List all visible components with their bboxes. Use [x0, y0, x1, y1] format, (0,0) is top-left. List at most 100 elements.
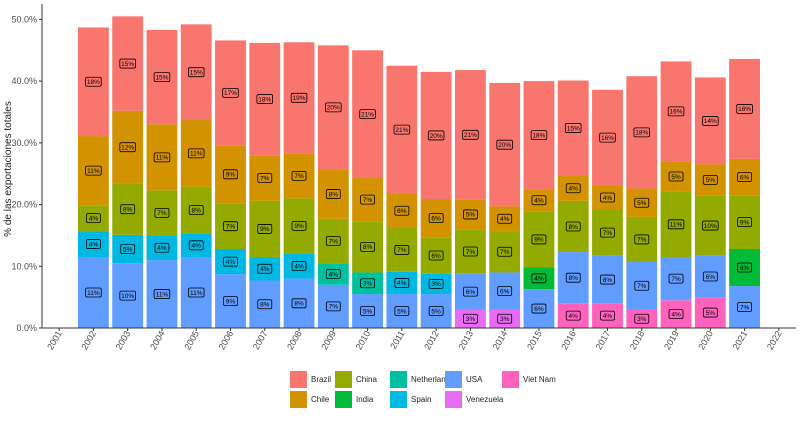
data-label-brazil-2010: 21%: [359, 109, 376, 120]
bar-segment-netherlands-2010: [352, 272, 384, 295]
bar-segment-spain-2004: [146, 235, 178, 261]
bar-segment-china-2003: [112, 183, 144, 235]
y-tick-label: 10.0%: [11, 261, 37, 271]
data-label-text: 4%: [534, 276, 544, 283]
bar-segment-chile-2019: [660, 161, 692, 192]
legend-label: Chile: [311, 395, 330, 404]
data-label-viet-nam-2018: 3%: [634, 313, 650, 324]
x-tick-label: 2011: [388, 329, 406, 351]
data-label-venezuela-2014: 3%: [497, 313, 513, 324]
data-label-box: [120, 204, 136, 215]
bar-segment-usa-2004: [146, 260, 178, 328]
data-label-text: 6%: [431, 253, 441, 260]
data-label-box: [737, 302, 752, 312]
data-label-brazil-2003: 15%: [119, 58, 136, 69]
bar-segment-china-2002: [77, 205, 109, 232]
bar-segment-viet-nam-2020: [694, 297, 726, 328]
data-label-box: [154, 208, 170, 218]
bar-segment-chile-2009: [317, 169, 349, 219]
data-label-china-2005: 8%: [188, 205, 204, 216]
data-label-brazil-2012: 20%: [427, 130, 445, 141]
data-label-usa-2011: 5%: [394, 306, 410, 316]
data-label-box: [702, 174, 718, 185]
bar-segment-spain-2002: [77, 231, 109, 258]
bar-segment-usa-2007: [249, 280, 281, 328]
bar-segment-chile-2002: [77, 136, 109, 206]
data-label-chile-2005: 11%: [187, 148, 205, 159]
data-label-box: [394, 278, 410, 288]
data-label-box: [325, 301, 341, 312]
data-label-text: 5%: [466, 212, 476, 219]
data-label-box: [463, 209, 478, 220]
data-label-china-2007: 9%: [257, 224, 273, 234]
data-label-spain-2005: 4%: [188, 240, 204, 251]
data-label-box: [291, 298, 307, 309]
x-tick-label: 2007: [251, 329, 270, 351]
data-label-china-2021: 9%: [737, 217, 752, 228]
data-label-china-2003: 8%: [120, 204, 136, 215]
bar-segment-brazil-2007: [249, 42, 281, 156]
data-label-text: 4%: [226, 259, 236, 266]
data-label-text: 11%: [156, 155, 169, 162]
bar-segment-usa-2011: [386, 294, 418, 328]
data-label-text: 4%: [294, 263, 304, 270]
data-label-text: 18%: [532, 132, 545, 139]
data-label-text: 20%: [327, 105, 340, 112]
bar-segment-china-2019: [660, 191, 692, 258]
legend-swatch: [502, 371, 519, 388]
data-label-box: [565, 310, 581, 321]
data-label-text: 8%: [123, 207, 133, 214]
data-label-box: [667, 106, 685, 117]
data-label-china-2002: 4%: [86, 213, 101, 224]
data-label-text: 6%: [397, 208, 407, 215]
bar-segment-chile-2011: [386, 193, 418, 229]
bar-segment-brazil-2009: [317, 45, 349, 170]
data-label-box: [737, 172, 752, 183]
data-label-india-2021: 6%: [737, 262, 752, 273]
data-label-text: 16%: [670, 109, 683, 116]
bar-segment-china-2009: [317, 218, 349, 264]
data-label-text: 7%: [637, 283, 647, 290]
bar-segment-china-2007: [249, 200, 281, 258]
bar-segment-usa-2009: [317, 284, 349, 328]
data-label-spain-2011: 4%: [394, 278, 410, 288]
data-label-text: 5%: [123, 246, 133, 253]
bar-segment-viet-nam-2019: [660, 300, 692, 328]
data-label-text: 5%: [671, 174, 681, 181]
data-label-box: [188, 240, 204, 251]
data-label-text: 7%: [500, 249, 510, 256]
bar-segment-brazil-2003: [112, 16, 144, 111]
data-label-usa-2010: 5%: [360, 306, 375, 316]
data-label-box: [565, 272, 581, 283]
data-label-box: [531, 195, 547, 206]
data-label-box: [394, 245, 410, 255]
x-tick-label: 2022: [765, 329, 784, 351]
data-label-box: [290, 92, 308, 103]
bar-segment-brazil-2005: [180, 24, 212, 121]
data-label-usa-2015: 6%: [531, 303, 547, 314]
y-tick-label: 30.0%: [11, 138, 37, 148]
bar-segment-china-2013: [454, 229, 486, 274]
data-label-brazil-2019: 16%: [667, 106, 685, 117]
bar-segment-brazil-2002: [77, 27, 109, 137]
data-label-box: [497, 246, 513, 257]
data-label-box: [394, 306, 410, 316]
y-tick-label: 0.0%: [16, 323, 37, 333]
x-tick-label: 2004: [148, 329, 167, 351]
data-label-box: [565, 221, 581, 232]
data-label-brazil-2005: 15%: [187, 67, 205, 78]
data-label-box: [85, 287, 102, 298]
data-label-spain-2004: 4%: [154, 242, 170, 253]
bar-segment-chile-2015: [523, 189, 555, 212]
data-label-text: 6%: [740, 174, 750, 181]
bar-segment-usa-2021: [729, 286, 761, 328]
bar-segment-brazil-2006: [215, 40, 246, 146]
data-label-text: 3%: [363, 281, 373, 288]
bar-segment-chile-2007: [249, 155, 281, 201]
data-label-box: [393, 124, 411, 135]
data-label-text: 6%: [740, 265, 750, 272]
data-label-chile-2002: 11%: [85, 165, 102, 176]
legend-item-netherlands: Netherlands: [390, 371, 454, 388]
bar-segment-brazil-2015: [523, 81, 555, 190]
bar-segment-brazil-2011: [386, 65, 418, 194]
